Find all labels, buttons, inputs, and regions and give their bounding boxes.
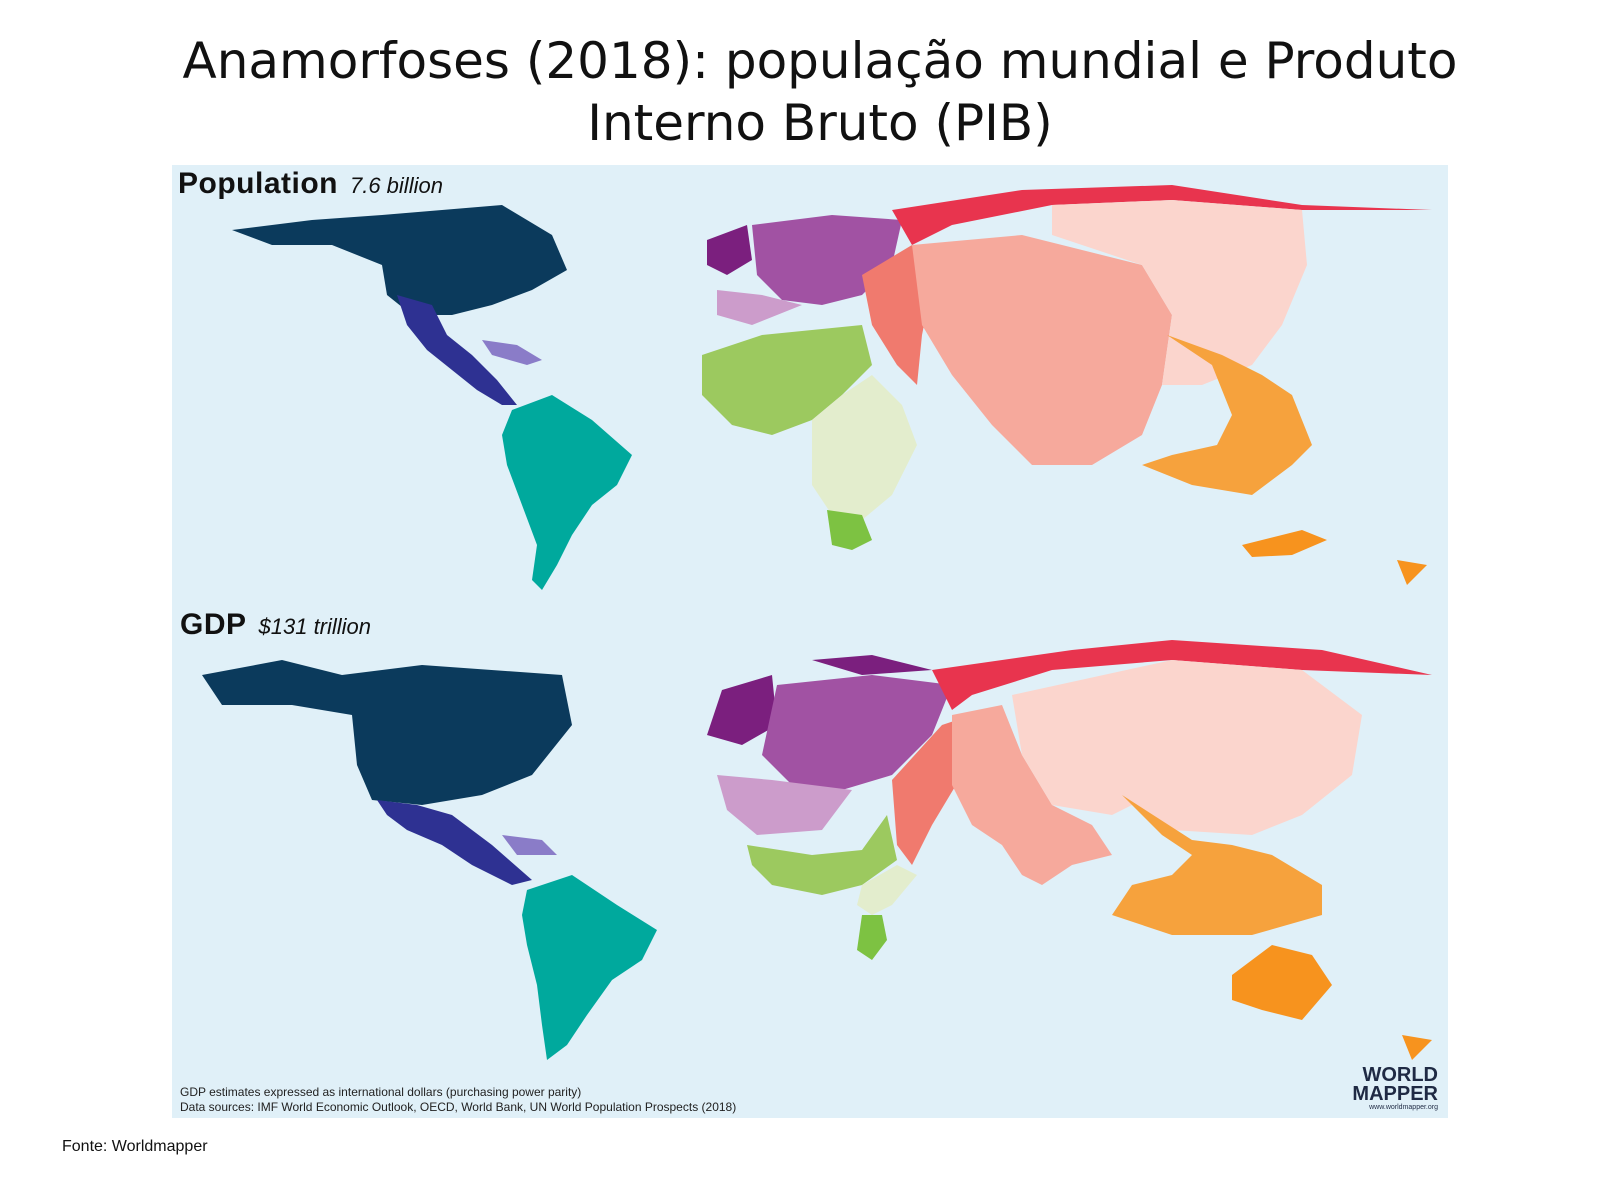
region-north-africa: [702, 325, 872, 435]
region-south-asia: [912, 235, 1172, 465]
region-western-europe: [707, 655, 932, 745]
region-caribbean: [482, 340, 542, 365]
region-east-asia: [1012, 660, 1362, 835]
region-southern-africa: [857, 915, 887, 960]
region-north-america: [232, 205, 567, 315]
region-south-america: [522, 875, 657, 1060]
region-caribbean: [502, 835, 557, 855]
region-central-america: [397, 295, 517, 405]
region-north-america: [202, 660, 572, 805]
region-south-asia: [952, 705, 1112, 885]
worldmapper-logo: WORLD MAPPER www.worldmapper.org: [1352, 1064, 1438, 1112]
gdp-panel-label: GDP $131 trillion: [180, 608, 371, 642]
logo-line1: WORLD: [1362, 1064, 1438, 1086]
region-north-africa: [747, 815, 897, 895]
region-middle-east: [862, 245, 932, 385]
data-sources-note: Data sources: IMF World Economic Outlook…: [180, 1100, 737, 1114]
gdp-note: GDP estimates expressed as international…: [180, 1085, 582, 1099]
population-panel-label: Population 7.6 billion: [178, 167, 443, 201]
gdp-cartogram: [202, 640, 1432, 1060]
cartogram-svg: [202, 185, 1432, 1060]
region-sub-saharan-africa: [857, 865, 917, 915]
population-label: Population: [178, 167, 338, 200]
cartogram-map: Population 7.6 billion GDP $131 trillion G…: [172, 165, 1448, 1118]
region-sub-saharan-africa: [812, 375, 917, 520]
gdp-value: $131 trillion: [258, 614, 372, 639]
source-caption: Fonte: Worldmapper: [62, 1138, 208, 1155]
logo-line2: MAPPER: [1352, 1083, 1438, 1105]
region-europe: [762, 675, 952, 790]
region-southern-africa: [827, 510, 872, 550]
population-value: 7.6 billion: [349, 173, 443, 198]
region-southeast-asia: [1142, 335, 1312, 495]
slide-title: Anamorfoses (2018): população mundial e …: [182, 32, 1458, 152]
region-southeast-asia: [1112, 795, 1322, 935]
region-russia: [932, 640, 1432, 710]
region-oceania: [1232, 945, 1432, 1060]
gdp-label: GDP: [180, 608, 247, 641]
population-cartogram: [232, 185, 1432, 590]
logo-url: www.worldmapper.org: [1369, 1104, 1438, 1111]
region-western-europe: [707, 225, 752, 275]
region-south-america: [502, 395, 632, 590]
region-eastern-europe: [717, 775, 852, 835]
region-oceania: [1242, 530, 1427, 585]
region-central-america: [377, 800, 532, 885]
region-russia: [892, 185, 1432, 245]
region-eastern-europe: [717, 290, 802, 325]
region-east-asia: [1052, 200, 1307, 385]
